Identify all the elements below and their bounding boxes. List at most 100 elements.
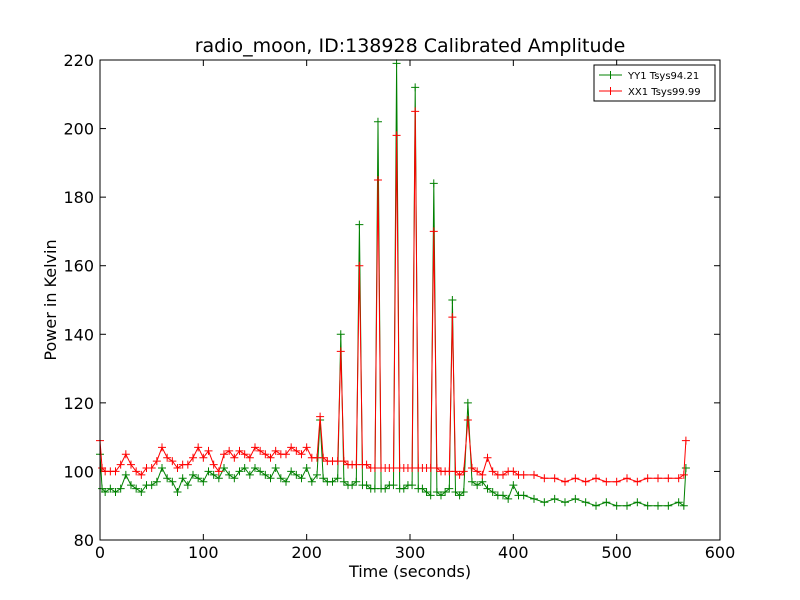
- data-point-marker: [664, 501, 673, 510]
- data-point-marker: [411, 107, 420, 116]
- y-tick-label: 160: [63, 257, 94, 276]
- data-point-marker: [448, 313, 457, 322]
- data-point-marker: [121, 470, 130, 479]
- data-point-marker: [654, 501, 662, 510]
- data-point-marker: [681, 436, 690, 445]
- data-point-marker: [592, 501, 600, 510]
- data-point-marker: [336, 347, 345, 356]
- data-point-marker: [581, 477, 590, 486]
- data-point-marker: [633, 477, 642, 486]
- data-point-marker: [194, 474, 203, 483]
- data-point-marker: [168, 457, 177, 466]
- x-tick-label: 500: [601, 543, 632, 562]
- data-point-marker: [116, 484, 125, 493]
- legend-label: YY1 Tsys94.21: [627, 71, 699, 82]
- data-point-marker: [287, 467, 296, 476]
- data-point-marker: [106, 484, 115, 493]
- data-point-marker: [571, 494, 580, 503]
- y-tick-label: 80: [74, 531, 94, 550]
- data-point-marker: [266, 453, 275, 462]
- data-point-marker: [674, 498, 683, 507]
- data-point-marker: [530, 470, 538, 479]
- data-point-marker: [592, 474, 600, 483]
- data-point-marker: [178, 474, 187, 483]
- data-point-marker: [271, 446, 280, 455]
- data-point-marker: [199, 477, 208, 486]
- data-point-marker: [251, 443, 259, 452]
- data-point-marker: [681, 464, 690, 472]
- data-point-marker: [152, 457, 161, 466]
- data-point-marker: [292, 446, 301, 455]
- data-point-marker: [336, 330, 345, 339]
- data-point-marker: [473, 481, 482, 490]
- data-point-marker: [282, 477, 290, 486]
- chart-title: radio_moon, ID:138928 Calibrated Amplitu…: [195, 35, 626, 57]
- data-point-marker: [509, 481, 518, 490]
- data-point-marker: [132, 484, 141, 493]
- data-point-marker: [530, 494, 538, 503]
- data-point-marker: [373, 117, 382, 126]
- data-point-marker: [451, 488, 460, 496]
- data-point-marker: [429, 227, 438, 236]
- data-point-marker: [674, 474, 683, 483]
- data-point-marker: [220, 450, 228, 459]
- y-tick-label: 140: [63, 325, 94, 344]
- data-point-marker: [643, 501, 652, 510]
- series-layer: [96, 59, 690, 510]
- data-point-marker: [132, 467, 141, 476]
- data-point-marker: [261, 450, 270, 459]
- data-point-marker: [302, 443, 311, 452]
- data-point-marker: [411, 83, 420, 92]
- legend-label: XX1 Tsys99.99: [628, 87, 701, 98]
- x-tick-label: 100: [188, 543, 219, 562]
- data-point-marker: [392, 131, 401, 140]
- legend-box: [593, 64, 716, 102]
- data-point-marker: [483, 453, 492, 462]
- data-point-marker: [561, 477, 569, 486]
- data-point-marker: [561, 498, 569, 507]
- data-point-marker: [316, 412, 325, 421]
- data-point-marker: [468, 477, 476, 486]
- x-axis-title: Time (seconds): [348, 562, 471, 581]
- data-point-marker: [230, 474, 239, 483]
- data-point-marker: [137, 470, 146, 479]
- legend-marker: [606, 71, 615, 79]
- legend-marker: [606, 87, 615, 95]
- data-point-marker: [339, 477, 348, 486]
- data-point-marker: [245, 453, 254, 462]
- y-tick-label: 180: [63, 188, 94, 207]
- data-point-marker: [302, 464, 311, 472]
- data-point-marker: [173, 488, 182, 496]
- data-point-marker: [261, 470, 270, 479]
- data-point-marker: [271, 464, 280, 472]
- data-point-marker: [519, 470, 528, 479]
- data-point-marker: [348, 481, 357, 490]
- data-point-marker: [623, 501, 631, 510]
- data-point-marker: [643, 474, 652, 483]
- data-point-marker: [183, 481, 192, 490]
- data-point-marker: [101, 488, 110, 496]
- data-point-marker: [612, 477, 621, 486]
- data-point-marker: [189, 470, 197, 479]
- data-point-marker: [483, 484, 492, 493]
- data-point-marker: [633, 498, 642, 507]
- data-point-marker: [478, 470, 487, 479]
- data-point-marker: [392, 59, 401, 68]
- data-point-marker: [429, 179, 438, 188]
- data-point-marker: [373, 176, 382, 184]
- data-point-marker: [158, 464, 166, 472]
- data-point-marker: [664, 474, 673, 483]
- data-point-marker: [623, 474, 631, 483]
- data-point-marker: [147, 481, 156, 490]
- data-point-marker: [437, 491, 445, 500]
- y-tick-label: 120: [63, 394, 94, 413]
- data-point-marker: [137, 488, 146, 496]
- data-point-marker: [441, 488, 450, 496]
- data-point-marker: [319, 453, 328, 462]
- data-point-marker: [389, 481, 398, 490]
- data-point-marker: [468, 464, 476, 472]
- data-point-marker: [297, 450, 306, 459]
- data-point-marker: [194, 443, 203, 452]
- data-point-marker: [168, 477, 177, 486]
